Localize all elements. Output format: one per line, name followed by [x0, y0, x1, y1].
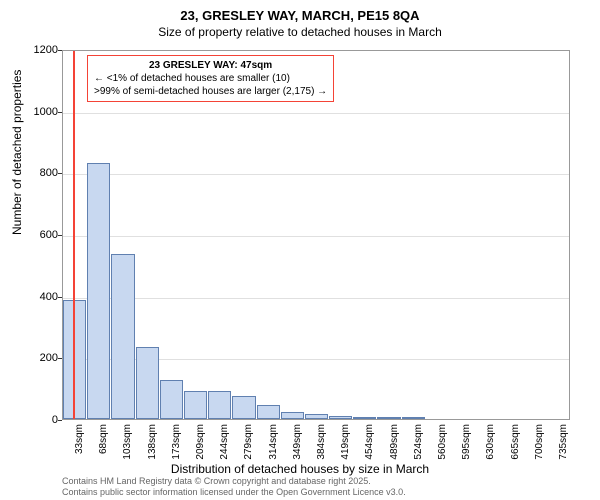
xtick-label: 700sqm — [534, 424, 545, 464]
xtick-label: 735sqm — [558, 424, 569, 464]
histogram-bar — [257, 405, 280, 419]
xtick-label: 244sqm — [219, 424, 230, 464]
histogram-bar — [281, 412, 304, 419]
ytick-label: 600 — [18, 229, 58, 241]
xtick-label: 103sqm — [122, 424, 133, 464]
histogram-bar — [136, 347, 159, 419]
ytick-mark — [58, 112, 62, 113]
xtick-label: 665sqm — [510, 424, 521, 464]
ytick-label: 0 — [18, 414, 58, 426]
xtick-label: 314sqm — [268, 424, 279, 464]
xtick-label: 209sqm — [195, 424, 206, 464]
histogram-bar — [184, 391, 207, 419]
gridline — [63, 113, 569, 114]
legend-title: 23 GRESLEY WAY: 47sqm — [94, 59, 327, 72]
xtick-label: 489sqm — [389, 424, 400, 464]
legend-box: 23 GRESLEY WAY: 47sqm ← <1% of detached … — [87, 55, 334, 102]
xtick-label: 279sqm — [243, 424, 254, 464]
gridline — [63, 174, 569, 175]
xtick-label: 630sqm — [485, 424, 496, 464]
xtick-label: 384sqm — [316, 424, 327, 464]
ytick-label: 800 — [18, 167, 58, 179]
xtick-label: 419sqm — [340, 424, 351, 464]
ytick-mark — [58, 420, 62, 421]
y-axis-label: Number of detached properties — [10, 70, 24, 235]
xtick-label: 524sqm — [413, 424, 424, 464]
xtick-label: 349sqm — [292, 424, 303, 464]
gridline — [63, 298, 569, 299]
ytick-mark — [58, 50, 62, 51]
chart-title: 23, GRESLEY WAY, MARCH, PE15 8QA — [0, 8, 600, 23]
footer-line1: Contains HM Land Registry data © Crown c… — [62, 476, 406, 487]
histogram-bar — [111, 254, 134, 419]
xtick-label: 595sqm — [461, 424, 472, 464]
histogram-bar — [208, 391, 231, 419]
chart-subtitle: Size of property relative to detached ho… — [0, 25, 600, 39]
xtick-label: 138sqm — [147, 424, 158, 464]
ytick-mark — [58, 235, 62, 236]
histogram-bar — [377, 417, 400, 419]
plot-area: 23 GRESLEY WAY: 47sqm ← <1% of detached … — [62, 50, 570, 420]
x-axis-label: Distribution of detached houses by size … — [0, 462, 600, 476]
histogram-bar — [329, 416, 352, 419]
xtick-label: 560sqm — [437, 424, 448, 464]
xtick-label: 173sqm — [171, 424, 182, 464]
ytick-mark — [58, 297, 62, 298]
histogram-bar — [353, 417, 376, 419]
xtick-label: 68sqm — [98, 424, 109, 464]
footer-line2: Contains public sector information licen… — [62, 487, 406, 498]
histogram-bar — [402, 417, 425, 419]
ytick-mark — [58, 358, 62, 359]
ytick-mark — [58, 173, 62, 174]
histogram-bar — [160, 380, 183, 419]
histogram-bar — [232, 396, 255, 419]
histogram-bar — [87, 163, 110, 419]
legend-line2: >99% of semi-detached houses are larger … — [94, 85, 327, 98]
histogram-bar — [305, 414, 328, 419]
footer: Contains HM Land Registry data © Crown c… — [62, 476, 406, 498]
xtick-label: 33sqm — [74, 424, 85, 464]
ytick-label: 1000 — [18, 106, 58, 118]
legend-line1: ← <1% of detached houses are smaller (10… — [94, 72, 327, 85]
xtick-label: 454sqm — [364, 424, 375, 464]
gridline — [63, 236, 569, 237]
ytick-label: 400 — [18, 291, 58, 303]
highlight-line — [73, 51, 75, 419]
ytick-label: 1200 — [18, 44, 58, 56]
ytick-label: 200 — [18, 352, 58, 364]
